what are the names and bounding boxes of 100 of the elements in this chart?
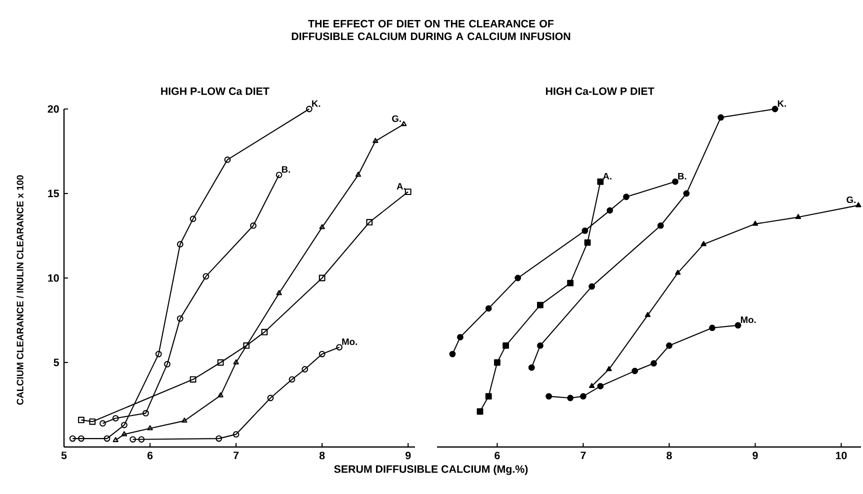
point <box>190 216 196 222</box>
point <box>318 274 326 282</box>
point <box>700 241 706 246</box>
point <box>404 188 412 196</box>
point <box>164 360 170 368</box>
point <box>537 302 544 308</box>
point <box>674 270 681 275</box>
point <box>89 418 96 425</box>
point <box>485 305 492 312</box>
x-tick-label: 8 <box>666 452 672 460</box>
point <box>372 138 378 143</box>
point <box>218 392 224 398</box>
point <box>457 334 464 340</box>
point <box>142 410 149 416</box>
y-tick-label: 15 <box>48 190 59 198</box>
point <box>302 366 308 372</box>
series-label: Mo. <box>342 338 357 346</box>
x-tick-label: 9 <box>406 452 411 460</box>
point <box>494 359 500 366</box>
x-tick-label: 7 <box>234 452 239 460</box>
x-tick-label: 10 <box>836 452 847 460</box>
point <box>155 350 162 358</box>
point <box>546 393 552 400</box>
point <box>449 350 456 358</box>
point <box>138 436 145 443</box>
point <box>182 418 188 423</box>
x-tick-label: 5 <box>61 452 67 460</box>
chart-subtitle: HIGH Ca-LOW P DIET <box>546 87 654 95</box>
point <box>112 415 119 422</box>
point <box>650 360 657 367</box>
x-tick-label: 6 <box>494 452 500 460</box>
point <box>597 178 604 185</box>
point <box>582 227 588 234</box>
point <box>772 106 778 112</box>
series-label: K. <box>312 100 320 107</box>
point <box>121 422 128 428</box>
series-label: G. <box>846 196 856 204</box>
point <box>528 364 535 371</box>
point <box>683 190 690 197</box>
point <box>217 359 224 366</box>
point <box>216 435 222 442</box>
point <box>288 376 296 383</box>
series-label: B. <box>282 166 290 173</box>
point <box>176 315 184 322</box>
point <box>121 431 128 436</box>
point <box>233 359 239 364</box>
point <box>588 382 595 388</box>
point <box>644 312 651 318</box>
point <box>657 222 664 229</box>
point <box>606 366 612 372</box>
point <box>476 408 484 415</box>
point <box>584 239 591 246</box>
point <box>202 273 210 280</box>
point <box>537 342 544 349</box>
x-tick-label: 7 <box>580 452 586 460</box>
point <box>232 431 240 438</box>
point <box>104 435 110 442</box>
point <box>224 156 231 163</box>
point <box>856 202 862 208</box>
point <box>623 194 630 200</box>
series-label: G. <box>392 115 401 122</box>
point <box>319 224 325 230</box>
point <box>514 274 522 282</box>
y-tick-label: 5 <box>54 358 59 366</box>
series-label: B. <box>678 172 686 180</box>
point <box>672 178 678 185</box>
point <box>355 172 362 177</box>
series-label: A. <box>396 183 406 190</box>
point <box>78 435 84 442</box>
point <box>176 241 184 248</box>
point <box>709 324 716 332</box>
chart-subtitle: HIGH P-LOW Ca DIET <box>161 87 270 95</box>
point <box>243 342 250 349</box>
point <box>250 222 256 229</box>
point <box>78 416 84 424</box>
point <box>318 350 326 358</box>
x-axis-title: SERUM DIFFUSIBLE CALCIUM (Mg.%) <box>334 464 528 475</box>
point <box>734 322 742 329</box>
point <box>366 219 373 226</box>
point <box>267 394 274 402</box>
point <box>632 368 638 374</box>
point <box>752 220 758 226</box>
x-tick-label: 9 <box>752 452 758 460</box>
y-tick-label: 20 <box>48 105 59 113</box>
y-axis-title: CALCIUM CLEARANCE / INULIN CLEARANCE x 100 <box>16 175 24 405</box>
point <box>276 290 282 296</box>
x-tick-label: 8 <box>319 452 325 460</box>
point <box>485 393 492 400</box>
point <box>147 425 153 430</box>
y-tick-label: 10 <box>48 274 59 282</box>
point <box>606 207 614 214</box>
point <box>666 342 672 349</box>
series-label: K. <box>778 100 786 107</box>
point <box>567 394 574 402</box>
point <box>502 342 510 349</box>
point <box>718 114 724 121</box>
point <box>261 328 268 336</box>
chart-title: THE EFFECT OF DIET ON THE CLEARANCE OF DIFFUSIBLE CALCIUM DURING A CALCIUM INFUSION <box>292 20 570 40</box>
series-label: Mo. <box>740 316 756 324</box>
point <box>567 280 574 286</box>
